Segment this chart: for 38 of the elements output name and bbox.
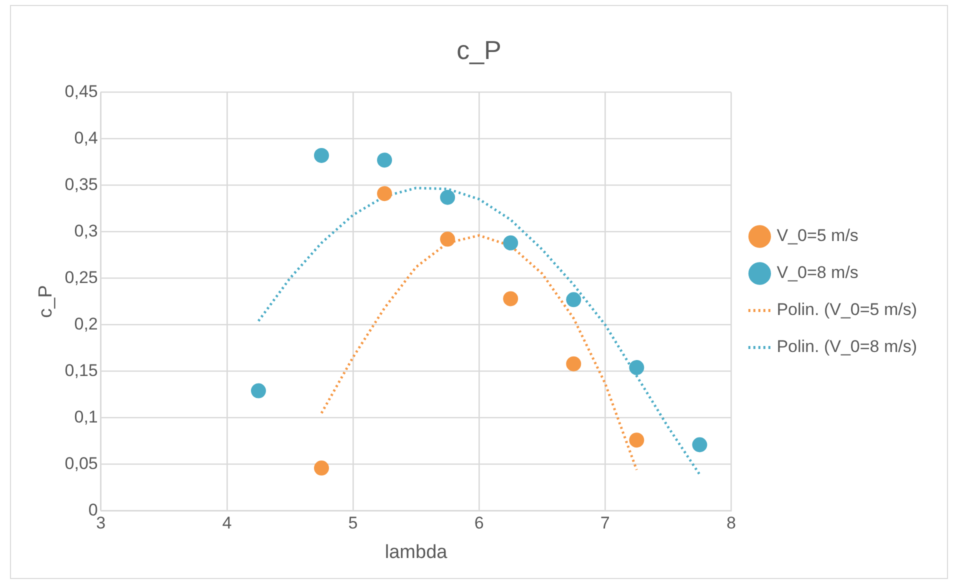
y-tick-label: 0,25 — [64, 268, 98, 287]
chart-title: c_P — [456, 34, 502, 65]
y-axis-title: c_P — [36, 285, 57, 318]
y-tick-label: 0 — [88, 500, 98, 520]
point — [566, 292, 582, 308]
point — [440, 232, 456, 247]
point — [377, 186, 392, 202]
y-tick-label: 0,3 — [74, 221, 98, 240]
x-axis-title: lambda — [384, 542, 448, 563]
x-tick-label: 8 — [726, 514, 736, 533]
point — [503, 235, 518, 250]
point — [629, 360, 644, 376]
x-tick-label: 5 — [348, 514, 358, 533]
point — [314, 460, 329, 476]
x-tick-label: 6 — [474, 514, 484, 533]
y-tick-label: 0,4 — [74, 128, 98, 148]
point — [377, 152, 392, 168]
x-tick-label: 3 — [96, 514, 106, 533]
point — [692, 437, 708, 452]
point — [440, 190, 456, 205]
point — [250, 383, 266, 398]
y-tick-label: 0,35 — [64, 174, 98, 194]
point — [503, 291, 518, 306]
legend-label: Polin. (V_0=5 m/s) — [776, 300, 918, 320]
legend-label: V_0=8 m/s — [776, 263, 858, 282]
x-tick-label: 7 — [600, 514, 610, 533]
y-tick-label: 0,2 — [74, 314, 98, 334]
y-tick-label: 0,1 — [74, 407, 98, 426]
y-tick-label: 0,15 — [64, 360, 98, 380]
x-tick-label: 4 — [222, 514, 232, 533]
y-tick-label: 0,05 — [64, 454, 98, 473]
legend-label: Polin. (V_0=8 m/s) — [776, 337, 918, 356]
legend-label: V_0=5 m/s — [776, 226, 858, 246]
line-series — [257, 186, 701, 476]
point — [566, 356, 582, 372]
point — [629, 432, 644, 448]
y-tick-label: 0,45 — [64, 82, 98, 101]
point — [314, 148, 329, 163]
